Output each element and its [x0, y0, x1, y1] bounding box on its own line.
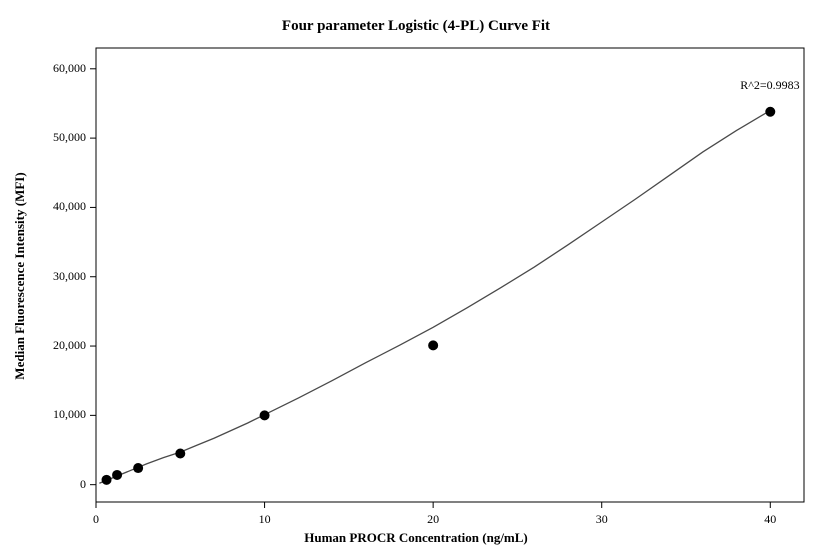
chart-svg — [0, 0, 832, 560]
y-tick-label: 0 — [36, 477, 86, 492]
x-tick-label: 30 — [582, 512, 622, 527]
chart-container: Four parameter Logistic (4-PL) Curve Fit… — [0, 0, 832, 560]
x-tick-label: 0 — [76, 512, 116, 527]
y-tick-label: 60,000 — [36, 61, 86, 76]
x-tick-label: 10 — [245, 512, 285, 527]
x-tick-label: 40 — [750, 512, 790, 527]
y-tick-label: 50,000 — [36, 130, 86, 145]
y-tick-label: 10,000 — [36, 407, 86, 422]
y-tick-label: 30,000 — [36, 269, 86, 284]
x-tick-label: 20 — [413, 512, 453, 527]
r-squared-annotation: R^2=0.9983 — [740, 78, 799, 93]
y-tick-label: 20,000 — [36, 338, 86, 353]
y-tick-label: 40,000 — [36, 199, 86, 214]
